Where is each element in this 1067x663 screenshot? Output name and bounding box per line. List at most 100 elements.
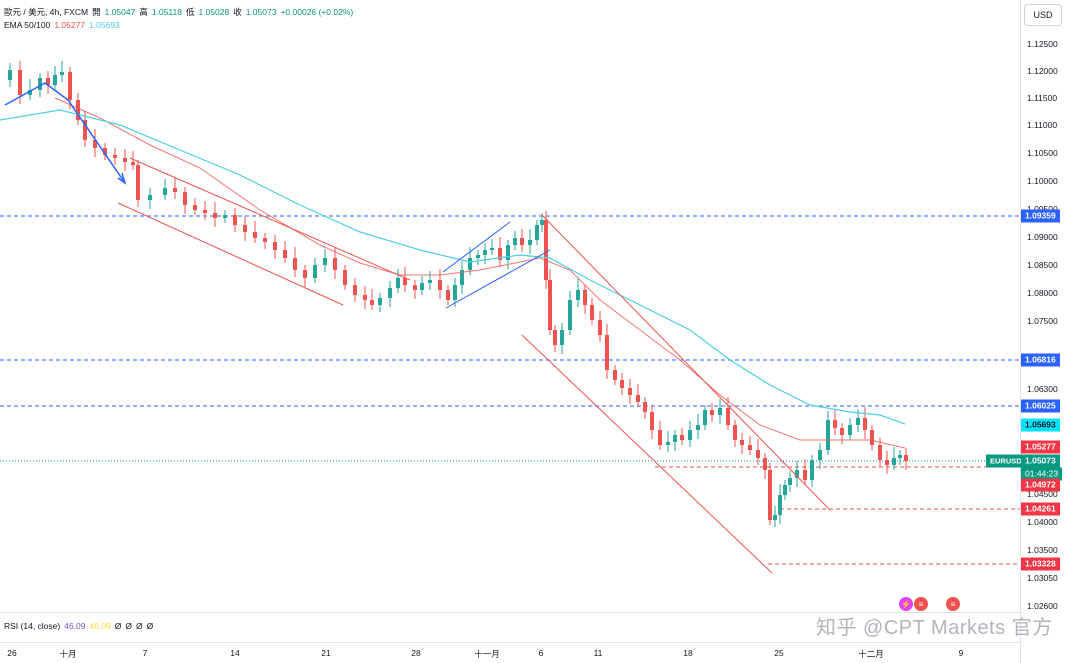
candle-body bbox=[528, 240, 532, 245]
candle-body bbox=[498, 248, 502, 260]
candle-body bbox=[263, 238, 267, 242]
countdown-label: 01:44:23 bbox=[1021, 467, 1063, 481]
channel-upper-line bbox=[129, 157, 411, 281]
open-label: 開 bbox=[92, 7, 101, 17]
candle-body bbox=[904, 455, 908, 461]
rsi-legend[interactable]: RSI (14, close) 46.09 46.09 Ø Ø Ø Ø bbox=[4, 621, 153, 631]
time-tick: 6 bbox=[538, 648, 544, 658]
ema50-value: 1.05277 bbox=[54, 20, 86, 30]
candle-body bbox=[363, 295, 367, 300]
candle-body bbox=[878, 445, 882, 460]
price-tick: 1.07500 bbox=[1027, 316, 1058, 326]
currency-button[interactable]: USD bbox=[1024, 4, 1062, 26]
price-tick: 1.12000 bbox=[1027, 66, 1058, 76]
candle-body bbox=[93, 140, 97, 148]
price-tick: 1.11000 bbox=[1027, 120, 1058, 130]
level-label-5: 1.04261 bbox=[1021, 502, 1060, 516]
chart-area[interactable] bbox=[0, 0, 1020, 612]
candle-body bbox=[696, 425, 700, 430]
candle-body bbox=[46, 78, 50, 85]
change-value: +0.00026 (+0.02%) bbox=[280, 7, 354, 17]
candle-body bbox=[233, 215, 237, 225]
us-flag-event-icon[interactable]: ≡ bbox=[914, 597, 928, 611]
wedge-lower-line bbox=[445, 249, 551, 309]
candle-body bbox=[535, 225, 539, 240]
wedge-upper-line bbox=[442, 221, 511, 273]
price-tick: 1.08000 bbox=[1027, 288, 1058, 298]
candle-body bbox=[453, 285, 457, 300]
flash-event-icon[interactable]: ⚡ bbox=[899, 597, 913, 611]
candle-body bbox=[223, 215, 227, 218]
price-chart[interactable] bbox=[0, 0, 1020, 612]
candle-body bbox=[783, 485, 787, 495]
candle-body bbox=[353, 285, 357, 295]
candle-body bbox=[613, 370, 617, 380]
candle-body bbox=[183, 192, 187, 205]
candle-body bbox=[826, 420, 830, 450]
us-flag-event-icon-2[interactable]: ≡ bbox=[946, 597, 960, 611]
candle-body bbox=[768, 470, 772, 520]
candle-body bbox=[213, 213, 217, 218]
ema50-line bbox=[54, 97, 906, 449]
candle-body bbox=[740, 440, 744, 445]
candle-body bbox=[818, 450, 822, 460]
channel-lower-line bbox=[521, 334, 773, 574]
price-tick: 1.06300 bbox=[1027, 384, 1058, 394]
symbol-name[interactable]: 歐元 / 美元, 4h, FXCM bbox=[4, 7, 89, 17]
candle-body bbox=[810, 460, 814, 480]
time-tick: 26 bbox=[7, 648, 17, 658]
candle-body bbox=[733, 425, 737, 440]
price-tick: 1.03050 bbox=[1027, 573, 1058, 583]
candle-body bbox=[892, 458, 896, 465]
rsi-pane[interactable]: RSI (14, close) 46.09 46.09 Ø Ø Ø Ø bbox=[0, 612, 1020, 642]
candle-body bbox=[370, 300, 374, 305]
candle-body bbox=[333, 258, 337, 270]
candle-body bbox=[583, 290, 587, 305]
time-tick: 十月 bbox=[59, 649, 77, 659]
rsi-ma-value: 46.09 bbox=[89, 621, 111, 631]
ema100-value: 1.05693 bbox=[89, 20, 120, 30]
candle-body bbox=[8, 70, 12, 80]
ohlc-row: 歐元 / 美元, 4h, FXCM 開 1.05047 高 1.05118 低 … bbox=[4, 6, 353, 19]
candle-body bbox=[803, 470, 807, 480]
rsi-label: RSI (14, close) bbox=[4, 621, 61, 631]
candle-body bbox=[718, 408, 722, 415]
chart-legend: 歐元 / 美元, 4h, FXCM 開 1.05047 高 1.05118 低 … bbox=[4, 6, 353, 32]
symbol-tag: EURUSD bbox=[986, 454, 1026, 468]
time-axis[interactable]: 26 十月 7 14 21 28 十一月 6 11 18 25 十二月 9 bbox=[0, 642, 1020, 663]
candle-body bbox=[468, 258, 472, 270]
candle-body bbox=[898, 455, 902, 458]
candle-body bbox=[520, 238, 524, 245]
candle-body bbox=[253, 232, 257, 238]
ema-row[interactable]: EMA 50/100 1.05277 1.05693 bbox=[4, 19, 353, 32]
ema50-price-label: 1.05277 bbox=[1021, 440, 1060, 454]
price-tick: 1.04000 bbox=[1027, 517, 1058, 527]
price-axis[interactable]: 1.12500 1.12000 1.11500 1.11000 1.10500 1.100… bbox=[1020, 0, 1067, 663]
candle-body bbox=[293, 258, 297, 270]
candle-body bbox=[38, 78, 42, 90]
time-tick: 11 bbox=[593, 648, 603, 658]
time-tick: 21 bbox=[321, 648, 331, 658]
rsi-empty-3: Ø bbox=[136, 621, 143, 631]
price-tick: 1.04500 bbox=[1027, 489, 1058, 499]
price-tick: 1.02600 bbox=[1027, 601, 1058, 611]
candle-body bbox=[403, 278, 407, 285]
candle-body bbox=[173, 188, 177, 192]
candle-body bbox=[628, 388, 632, 395]
candle-body bbox=[203, 210, 207, 213]
candle-body bbox=[83, 120, 87, 140]
candle-body bbox=[658, 430, 662, 445]
candle-body bbox=[778, 495, 782, 515]
time-tick: 28 bbox=[411, 648, 421, 658]
candle-body bbox=[620, 380, 624, 388]
candle-body bbox=[568, 300, 572, 330]
candle-body bbox=[483, 250, 487, 255]
low-value: 1.05028 bbox=[198, 7, 230, 17]
rsi-empty-1: Ø bbox=[114, 621, 122, 631]
candle-body bbox=[710, 410, 714, 415]
level-label-2: 1.06816 bbox=[1021, 353, 1060, 367]
candle-body bbox=[123, 158, 127, 162]
price-tick: 1.08500 bbox=[1027, 260, 1058, 270]
candle-body bbox=[148, 195, 152, 200]
candle-body bbox=[576, 290, 580, 300]
